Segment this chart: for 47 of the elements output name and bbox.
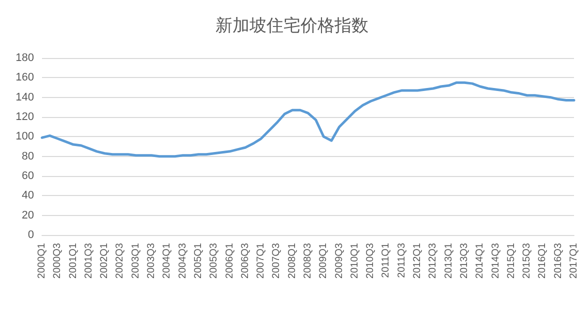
x-tick-label: 2017Q1 [568,242,580,279]
y-tick-label: 160 [16,72,34,84]
x-tick-label: 2009Q3 [334,242,345,279]
x-tick-label: 2003Q3 [146,242,158,279]
x-tick-label: 2015Q3 [522,242,533,279]
x-tick-label: 2008Q1 [286,242,298,279]
x-tick-label: 2016Q1 [537,242,548,279]
y-tick-label: 100 [16,130,34,143]
x-tick-label: 2000Q3 [52,242,64,279]
x-tick-label: 2008Q3 [302,242,314,279]
x-tick-label: 2012Q1 [412,242,424,279]
x-tick-label: 2007Q3 [271,242,282,279]
x-tick-label: 2014Q1 [474,242,486,279]
x-tick-label: 2013Q3 [458,242,470,279]
x-tick-label: 2003Q1 [130,242,142,279]
x-tick-label: 2011Q3 [396,242,408,278]
y-tick-label: 120 [16,111,34,123]
x-tick-label: 2001Q1 [68,242,79,279]
x-tick-label: 2006Q1 [224,242,236,279]
x-tick-label: 2002Q3 [114,242,126,279]
x-tick-label: 2009Q1 [318,242,330,279]
x-tick-label: 2000Q1 [36,242,48,279]
x-tick-label: 2006Q3 [240,242,251,279]
y-tick-label: 180 [16,52,34,64]
y-tick-label: 140 [16,91,34,104]
x-tick-label: 2012Q3 [428,242,439,279]
y-tick-label: 60 [22,170,34,182]
x-tick-label: 2005Q1 [192,242,204,279]
x-tick-label: 2005Q3 [208,242,220,279]
y-tick-label: 20 [22,209,34,222]
x-tick-label: 2015Q1 [506,242,517,279]
x-tick-label: 2014Q3 [490,242,502,279]
line-series [40,81,576,158]
y-tick-label: 80 [22,150,34,162]
x-tick-label: 2011Q1 [380,242,392,278]
x-tick-label: 2004Q1 [162,242,173,279]
x-tick-label: 2016Q3 [552,242,564,279]
x-tick-label: 2004Q3 [177,242,188,279]
y-tick-label: 0 [28,229,34,241]
y-tick-label: 40 [22,190,34,202]
x-tick-label: 2001Q3 [83,242,94,279]
x-tick-label: 2010Q1 [349,242,360,279]
chart-title: 新加坡住宅价格指数 [216,16,368,35]
x-tick-label: 2002Q1 [99,242,110,279]
x-tick-label: 2013Q1 [443,242,454,279]
x-tick-label: 2010Q3 [365,242,376,279]
x-tick-label: 2007Q1 [256,242,267,279]
